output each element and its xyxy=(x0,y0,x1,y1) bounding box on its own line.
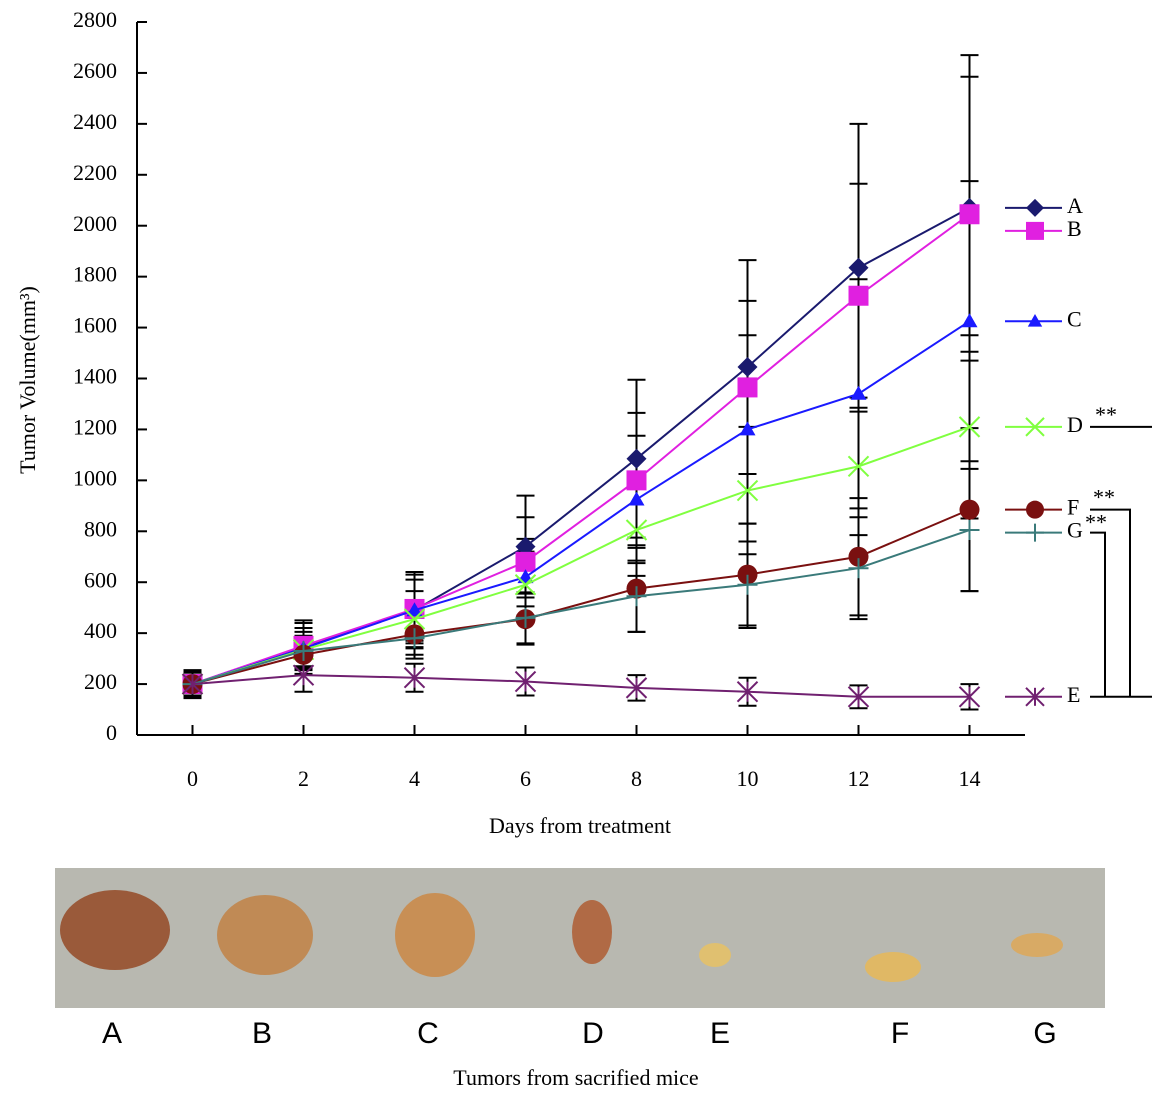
legend-label: B xyxy=(1067,216,1082,241)
legend-item: G xyxy=(1005,518,1083,543)
y-tick-label: 1200 xyxy=(73,414,117,439)
legend-item: E xyxy=(1005,682,1080,707)
bracket xyxy=(1090,533,1105,697)
diamond xyxy=(1026,199,1044,217)
photo-label: C xyxy=(417,1017,439,1050)
tumor xyxy=(865,952,921,982)
tumor xyxy=(1011,933,1063,957)
y-tick-label: 0 xyxy=(106,720,117,745)
tumor xyxy=(572,900,612,964)
photo-label: E xyxy=(710,1017,730,1050)
square xyxy=(738,377,758,397)
photo-label: D xyxy=(582,1017,604,1050)
marker xyxy=(849,286,869,306)
x-tick-label: 6 xyxy=(520,766,531,791)
triangle xyxy=(851,386,867,400)
y-tick-label: 2600 xyxy=(73,58,117,83)
x-tick-label: 2 xyxy=(298,766,309,791)
x-tick-label: 0 xyxy=(187,766,198,791)
circle xyxy=(1026,501,1044,519)
marker xyxy=(960,500,980,520)
marker xyxy=(962,313,978,327)
marker xyxy=(960,204,980,224)
y-tick-label: 2200 xyxy=(73,160,117,185)
photo-label: B xyxy=(252,1017,272,1050)
legend-label: A xyxy=(1067,193,1083,218)
marker xyxy=(629,491,645,505)
x-tick-label: 8 xyxy=(631,766,642,791)
y-tick-label: 400 xyxy=(84,618,117,643)
marker xyxy=(1026,222,1044,240)
legend-item: D xyxy=(1005,412,1083,437)
tumor xyxy=(395,893,475,977)
marker xyxy=(738,377,758,397)
significance: ** xyxy=(1093,485,1115,510)
y-tick-label: 2800 xyxy=(73,7,117,32)
legend-label: E xyxy=(1067,682,1080,707)
triangle xyxy=(962,313,978,327)
photo-label: G xyxy=(1033,1017,1056,1050)
y-tick-label: 2400 xyxy=(73,109,117,134)
significance: ** xyxy=(1095,402,1117,427)
figure: Days from treatment Tumor Volume(mm³) Tu… xyxy=(0,0,1152,1093)
legend-label: F xyxy=(1067,495,1079,520)
y-tick-label: 1600 xyxy=(73,313,117,338)
legend-label: D xyxy=(1067,412,1083,437)
square xyxy=(627,470,647,490)
legend-item: C xyxy=(1005,306,1082,331)
y-tick-label: 600 xyxy=(84,567,117,592)
x-tick-label: 10 xyxy=(737,766,759,791)
marker xyxy=(1026,199,1044,217)
y-tick-label: 1000 xyxy=(73,465,117,490)
marker xyxy=(1026,524,1044,542)
bracket xyxy=(1090,510,1130,697)
y-tick-label: 1400 xyxy=(73,364,117,389)
circle xyxy=(960,500,980,520)
photo-caption: Tumors from sacrified mice xyxy=(453,1065,698,1090)
marker xyxy=(627,470,647,490)
y-tick-label: 2000 xyxy=(73,211,117,236)
square xyxy=(516,552,536,572)
marker xyxy=(1026,501,1044,519)
significance: ** xyxy=(1085,510,1107,535)
y-tick-label: 800 xyxy=(84,516,117,541)
legend-label: C xyxy=(1067,306,1082,331)
series-line xyxy=(193,214,970,684)
photo-label: A xyxy=(102,1017,122,1050)
marker xyxy=(516,552,536,572)
tumor xyxy=(699,943,731,967)
marker xyxy=(960,520,980,540)
square xyxy=(1026,222,1044,240)
legend-label: G xyxy=(1067,518,1083,543)
triangle xyxy=(629,491,645,505)
square xyxy=(960,204,980,224)
x-tick-label: 12 xyxy=(848,766,870,791)
square xyxy=(849,286,869,306)
legend-item: A xyxy=(1005,193,1083,218)
marker xyxy=(851,386,867,400)
y-tick-label: 1800 xyxy=(73,262,117,287)
y-tick-label: 200 xyxy=(84,669,117,694)
tumor xyxy=(217,895,313,975)
x-tick-label: 4 xyxy=(409,766,420,791)
photo xyxy=(55,868,1105,1008)
y-axis-title: Tumor Volume(mm³) xyxy=(15,286,40,474)
x-axis-title: Days from treatment xyxy=(489,813,671,838)
x-tick-label: 14 xyxy=(959,766,981,791)
tumor xyxy=(60,890,170,970)
photo-label: F xyxy=(891,1017,909,1050)
